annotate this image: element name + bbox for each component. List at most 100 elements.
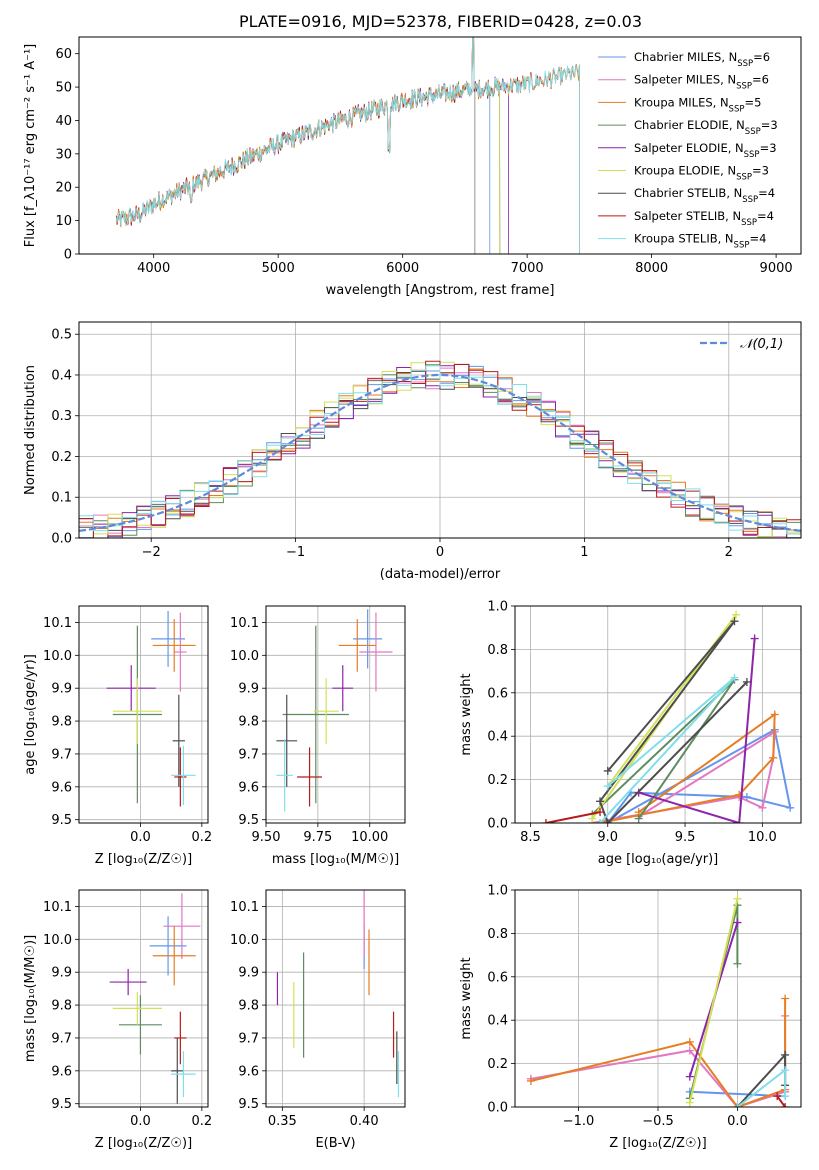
y-tick-label: 0.4 [51, 368, 72, 383]
weight-marker [596, 797, 605, 806]
y-tick-label: 9.6 [238, 780, 259, 795]
x-tick-label: 0.0 [130, 1114, 151, 1129]
mass_vs_Z-xlabel: Z [log₁₀(Z/Z☉)] [95, 1136, 192, 1151]
x-tick-label: 9000 [760, 261, 793, 276]
weight-marker [596, 819, 605, 823]
mass_vs_Z-plot-area [79, 890, 208, 1107]
y-tick-label: 0.8 [487, 927, 508, 942]
weight_vs_age-ylabel: mass weight [459, 673, 474, 755]
normal-curve [79, 373, 801, 532]
age_vs_Z-ylabel: age [log₁₀(age/yr)] [23, 654, 38, 775]
weight-marker [735, 819, 744, 823]
y-tick-label: 9.8 [238, 715, 259, 730]
y-tick-label: 10.0 [230, 933, 259, 948]
legend-entry: Chabrier STELIB, NSSP=4 [634, 186, 775, 205]
spectrum-axes: 4000 5000 6000 7000 8000 9000 0 10 20 30 40 50 60 wav… [23, 36, 802, 298]
y-tick-label: 9.7 [238, 747, 259, 762]
x-tick-label: 1 [580, 545, 588, 560]
x-tick-label: 6000 [386, 261, 419, 276]
residuals-plot-area [79, 322, 801, 538]
x-tick-label: 10.0 [748, 830, 777, 845]
weight_vs_age-xlabel: age [log₁₀(age/yr)] [598, 852, 719, 867]
weight-marker [733, 1103, 742, 1107]
weight-marker [603, 766, 612, 775]
y-tick-label: 30 [55, 147, 72, 162]
weight-marker [685, 1072, 694, 1081]
legend-entry: Salpeter MILES, NSSP=6 [634, 73, 769, 92]
y-tick-label: 9.8 [51, 715, 72, 730]
weight-line [598, 620, 748, 823]
figure-title: PLATE=0916, MJD=52378, FIBERID=0428, z=0… [238, 12, 643, 31]
x-tick-label: 5000 [262, 261, 295, 276]
weight-marker [733, 959, 742, 968]
spectrum-xlabel: wavelength [Angstrom, rest frame] [326, 283, 555, 298]
y-tick-label: 9.7 [51, 747, 72, 762]
y-tick-label: 0.1 [51, 491, 72, 506]
x-tick-label: −1 [286, 545, 305, 560]
y-tick-label: 0.6 [487, 970, 508, 985]
weight-marker [730, 673, 739, 682]
y-tick-label: 10.1 [43, 616, 72, 631]
weight_vs_age-axes: 8.5 9.0 9.5 10.0 0.0 0.2 0.4 0.6 0.8 1.0 age [log₁… [459, 600, 802, 867]
x-tick-label: 0.2 [192, 830, 213, 845]
y-tick-label: 0.2 [51, 450, 72, 465]
residuals-xlabel: (data-model)/error [380, 567, 501, 582]
x-tick-label: 0 [436, 545, 444, 560]
mass_vs_ebv-plot-area [266, 890, 405, 1107]
y-tick-label: 1.0 [487, 884, 508, 899]
x-tick-label: 0.2 [192, 1114, 213, 1129]
weight-marker [770, 710, 779, 719]
weight-line [592, 730, 776, 823]
y-tick-label: 10.0 [230, 649, 259, 664]
weight-marker [750, 634, 759, 643]
weight-marker [603, 782, 612, 791]
x-tick-label: 0.0 [727, 1114, 748, 1129]
residuals-legend: 𝒩(0,1) [700, 337, 783, 352]
weight_vs_Z-plot-area [515, 890, 801, 1107]
y-tick-label: 9.8 [51, 999, 72, 1014]
weight-marker [541, 819, 550, 823]
y-tick-label: 9.6 [51, 780, 72, 795]
weight-marker [769, 753, 778, 762]
y-tick-label: 10.1 [230, 900, 259, 915]
y-tick-label: 9.5 [51, 1097, 72, 1112]
weight-marker [733, 894, 742, 903]
x-tick-label: 10.00 [351, 830, 388, 845]
x-tick-label: −1.0 [563, 1114, 595, 1129]
weight-marker [781, 1103, 790, 1107]
weight_vs_age-frame [514, 605, 802, 824]
spectrum-ylabel: Flux [f_λ10⁻¹⁷ erg cm⁻² s⁻¹ A⁻¹] [23, 44, 38, 248]
weight-marker [730, 617, 739, 626]
x-tick-label: 0.0 [130, 830, 151, 845]
x-tick-label: 0.35 [268, 1114, 297, 1129]
age_vs_mass-frame [265, 605, 406, 824]
mass_vs_Z-frame [78, 889, 209, 1108]
x-tick-label: 2 [725, 545, 733, 560]
y-tick-label: 9.5 [238, 813, 259, 828]
spectrum-frame [78, 36, 802, 255]
weight-marker [758, 803, 767, 812]
weight_vs_Z-xlabel: Z [log₁₀(Z/Z☉)] [609, 1136, 706, 1151]
residuals-axes: −2 −1 0 1 2 0.0 0.1 0.2 0.3 0.4 0.5 (data-model)/er… [23, 321, 802, 582]
y-tick-label: 50 [55, 81, 72, 96]
y-tick-label: 0.2 [487, 773, 508, 788]
weight_vs_Z-axes: −1.0 −0.5 0.0 0.0 0.2 0.4 0.6 0.8 1.0 Z [log₁₀(Z/… [459, 884, 802, 1151]
weight-line [688, 898, 739, 1103]
spectrum-line-kroupa-miles [115, 37, 580, 254]
weight-marker [781, 994, 790, 1003]
y-tick-label: 60 [55, 47, 72, 62]
mass_vs_ebv-xlabel: E(B-V) [315, 1136, 355, 1151]
weight-marker [781, 1066, 790, 1075]
y-tick-label: 9.8 [238, 999, 259, 1014]
weight-line [638, 638, 756, 823]
weight-marker [603, 819, 612, 823]
y-tick-label: 10.1 [230, 616, 259, 631]
legend-entry: Kroupa ELODIE, NSSP=3 [634, 164, 769, 183]
x-tick-label: 9.5 [675, 830, 696, 845]
x-tick-label: 8.5 [520, 830, 541, 845]
x-tick-label: 0.40 [350, 1114, 379, 1129]
weight-marker [781, 1092, 790, 1101]
spectrum-line-kroupa-stelib [115, 37, 580, 254]
histogram-step [79, 365, 801, 535]
